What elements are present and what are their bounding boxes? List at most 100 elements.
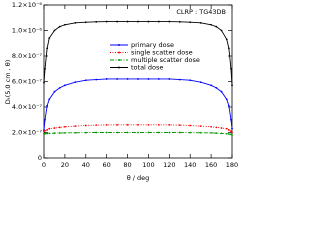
- y-axis-label: Dₜ(5.0 cm , θ): [4, 60, 12, 104]
- point: [44, 129, 46, 132]
- point: [84, 131, 87, 134]
- point: [231, 127, 233, 130]
- annotation: CLRP : TG43DB: [176, 8, 226, 16]
- legend-label: primary dose: [131, 41, 174, 49]
- point: [46, 47, 49, 50]
- point: [157, 131, 160, 134]
- point: [95, 20, 98, 23]
- point: [48, 132, 51, 135]
- point: [74, 21, 77, 24]
- point: [74, 125, 77, 128]
- point: [126, 78, 129, 80]
- point: [199, 21, 202, 24]
- point: [105, 123, 108, 126]
- point: [227, 104, 230, 107]
- point: [178, 78, 181, 81]
- point: [230, 118, 232, 121]
- point: [230, 130, 232, 133]
- point: [137, 123, 139, 126]
- legend-label: single scatter dose: [131, 49, 193, 57]
- point: [48, 37, 51, 40]
- x-tick-label: 100: [142, 161, 154, 169]
- point: [137, 20, 139, 23]
- point: [220, 29, 223, 32]
- x-tick-label: 180: [226, 161, 238, 169]
- x-axis-label: θ / deg: [127, 174, 150, 182]
- point: [58, 86, 61, 89]
- point: [105, 20, 108, 23]
- x-tick-label: 160: [205, 161, 217, 169]
- y-tick-label: 6.0×10⁻⁷: [12, 78, 42, 86]
- legend-label: multiple scatter dose: [131, 56, 200, 64]
- point: [63, 131, 66, 134]
- point: [84, 21, 87, 24]
- point: [58, 25, 61, 28]
- point: [53, 132, 56, 135]
- point: [48, 98, 51, 101]
- x-tick-label: 20: [61, 161, 69, 169]
- point: [63, 125, 66, 128]
- point: [48, 127, 51, 130]
- point: [168, 131, 171, 134]
- point: [126, 20, 129, 23]
- point: [215, 25, 218, 28]
- point: [231, 84, 233, 87]
- point: [126, 131, 129, 134]
- x-tick-label: 60: [103, 161, 111, 169]
- x-tick-label: 120: [163, 161, 175, 169]
- point: [227, 47, 230, 50]
- y-tick-label: 8.0×10⁻⁷: [12, 52, 42, 60]
- point: [157, 123, 160, 126]
- point: [189, 21, 192, 24]
- legend-label: total dose: [131, 64, 163, 72]
- series-line: [43, 124, 233, 133]
- point: [157, 78, 160, 80]
- point: [157, 20, 160, 23]
- x-tick-label: 140: [184, 161, 196, 169]
- x-tick-label: 80: [123, 161, 131, 169]
- point: [168, 78, 171, 80]
- point: [189, 79, 192, 82]
- point: [95, 131, 98, 134]
- point: [105, 78, 108, 80]
- point: [178, 131, 181, 134]
- point: [189, 124, 192, 127]
- point: [199, 131, 202, 134]
- point: [137, 131, 139, 134]
- point: [231, 131, 233, 134]
- y-tick-label: 2.0×10⁻⁷: [12, 129, 42, 137]
- point: [199, 81, 202, 84]
- point: [189, 131, 192, 134]
- point: [84, 79, 87, 82]
- point: [116, 20, 119, 23]
- point: [215, 126, 218, 129]
- legend-marker: [118, 44, 120, 46]
- point: [178, 20, 181, 23]
- point: [46, 129, 49, 131]
- point: [84, 124, 87, 127]
- point: [137, 78, 139, 80]
- point: [168, 20, 171, 23]
- point: [225, 127, 228, 130]
- point: [53, 29, 56, 32]
- point: [210, 125, 213, 128]
- legend-marker: [118, 51, 120, 54]
- point: [74, 81, 77, 84]
- point: [220, 132, 223, 135]
- point: [53, 90, 56, 93]
- point: [95, 78, 98, 81]
- point: [227, 129, 230, 131]
- point: [199, 125, 202, 128]
- point: [74, 131, 77, 134]
- point: [215, 132, 218, 135]
- point: [231, 134, 233, 136]
- series-line: [43, 78, 233, 130]
- point: [44, 132, 46, 135]
- chart: Dₜ(5.0 cm , θ) θ / deg CLRP : TG43DB 0 2.…: [4, 1, 238, 182]
- legend-marker: [118, 66, 120, 69]
- point: [58, 126, 61, 129]
- point: [168, 123, 171, 126]
- point: [126, 123, 129, 126]
- point: [105, 131, 108, 134]
- y-tick-label: 1.2×10⁻⁶: [12, 1, 42, 9]
